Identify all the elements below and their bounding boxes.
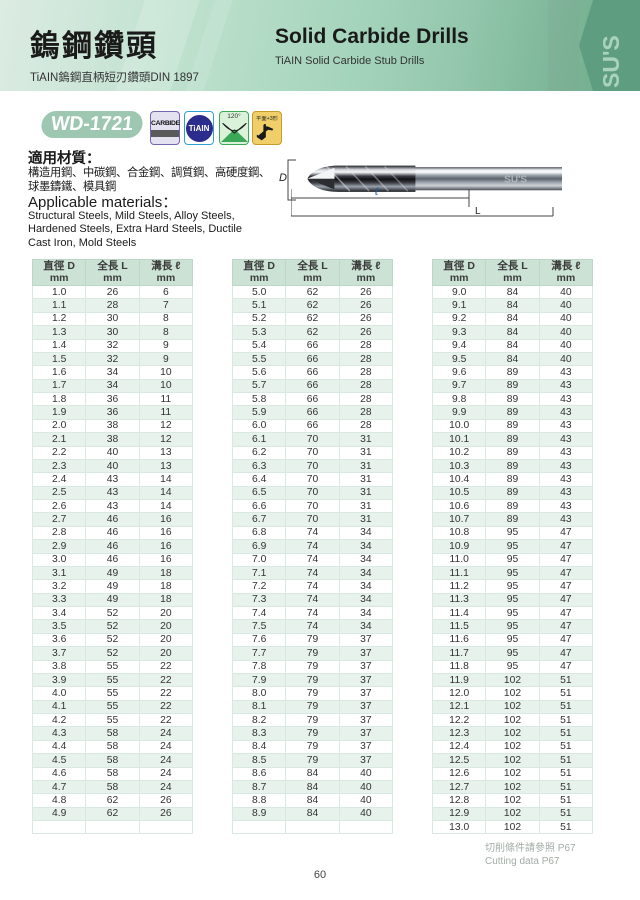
svg-text:SU'S: SU'S xyxy=(504,175,527,186)
svg-text:ℓ: ℓ xyxy=(374,187,379,198)
svg-text:L: L xyxy=(475,206,481,217)
